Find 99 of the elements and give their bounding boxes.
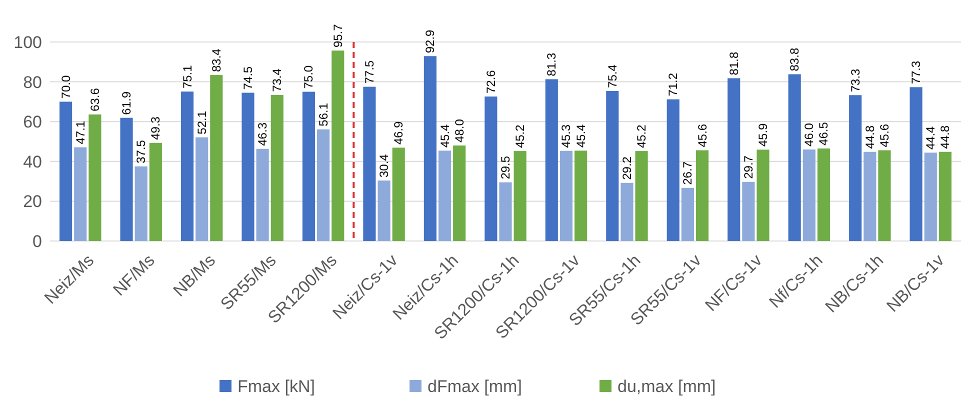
data-label: 75.4 <box>605 64 620 88</box>
data-label: 44.8 <box>938 125 952 149</box>
bar <box>88 114 102 241</box>
data-label: 44.8 <box>862 125 877 149</box>
data-label: 49.3 <box>148 116 163 140</box>
bar <box>60 102 72 241</box>
data-label: 46.9 <box>392 120 406 145</box>
data-label: 77.5 <box>362 60 376 84</box>
legend-label: du,max [mm] <box>618 376 716 396</box>
data-label: 37.5 <box>134 140 148 164</box>
bar <box>196 137 208 241</box>
bar <box>938 152 952 241</box>
bar <box>545 79 558 241</box>
data-label: 29.5 <box>498 156 512 180</box>
data-label: 72.6 <box>484 70 498 94</box>
bar <box>210 75 223 241</box>
data-label: 83.4 <box>209 48 224 72</box>
bar <box>120 118 133 241</box>
data-label: 74.5 <box>240 66 255 90</box>
bar <box>681 188 694 241</box>
y-tick-label: 20 <box>23 192 42 212</box>
bar <box>256 148 269 241</box>
bar <box>606 90 619 241</box>
data-label: 26.7 <box>680 161 695 185</box>
data-label: 48.0 <box>452 118 466 142</box>
bar <box>514 151 526 241</box>
bar <box>635 151 648 241</box>
y-tick-label: 0 <box>32 232 42 251</box>
bar <box>424 56 436 241</box>
bar <box>620 182 634 241</box>
y-tick-label: 100 <box>14 32 42 52</box>
data-label: 56.1 <box>316 102 330 126</box>
bar <box>666 99 680 241</box>
data-label: 47.1 <box>73 120 88 144</box>
data-label: 70.0 <box>58 75 73 99</box>
bar <box>438 150 452 241</box>
bar <box>149 142 162 241</box>
bar <box>74 147 87 241</box>
bar <box>742 182 755 241</box>
bar <box>499 182 512 241</box>
data-label: 45.9 <box>756 122 770 147</box>
bar <box>180 92 194 241</box>
bar <box>696 150 709 241</box>
bar <box>302 92 316 241</box>
bar <box>788 74 801 241</box>
data-label: 45.3 <box>559 124 574 148</box>
bar <box>270 94 284 241</box>
data-label: 45.2 <box>634 124 649 148</box>
data-label: 81.8 <box>726 52 741 76</box>
data-label: 44.4 <box>924 126 938 150</box>
data-label: 77.3 <box>909 60 924 84</box>
data-label: 29.7 <box>741 155 756 179</box>
legend-label: dFmax [mm] <box>428 376 522 396</box>
bar <box>317 129 330 241</box>
bar <box>484 96 498 241</box>
data-label: 75.1 <box>180 64 194 89</box>
data-label: 29.2 <box>620 156 634 180</box>
data-label: 81.3 <box>544 52 559 76</box>
bar <box>728 78 740 241</box>
data-label: 46.3 <box>256 122 270 146</box>
bar <box>378 180 390 241</box>
data-label: 61.9 <box>120 91 134 115</box>
y-tick-label: 60 <box>23 112 42 132</box>
data-label: 46.5 <box>816 122 831 146</box>
data-label: 45.4 <box>574 124 588 148</box>
bar <box>910 87 922 241</box>
data-label: 30.4 <box>377 154 392 178</box>
bar <box>392 148 405 241</box>
data-label: 71.2 <box>666 72 680 96</box>
bar <box>332 50 344 241</box>
data-label: 45.2 <box>513 124 528 148</box>
data-label: 75.0 <box>302 65 316 89</box>
data-label: 73.3 <box>848 68 862 92</box>
bar <box>924 152 937 241</box>
bar <box>560 150 573 241</box>
y-tick-label: 40 <box>23 152 42 172</box>
data-label: 83.8 <box>788 48 802 72</box>
bar <box>134 166 148 241</box>
bar <box>574 150 588 241</box>
bar <box>453 145 466 241</box>
data-label: 73.4 <box>270 68 284 92</box>
legend-label: Fmax [kN] <box>238 376 315 396</box>
bar <box>756 150 770 241</box>
bar <box>817 148 830 241</box>
bar <box>878 150 891 241</box>
data-label: 92.9 <box>423 29 438 54</box>
data-label: 45.6 <box>877 124 892 148</box>
data-label: 45.6 <box>695 124 710 148</box>
data-label: 46.0 <box>802 122 816 146</box>
bar <box>864 152 876 241</box>
data-label: 45.4 <box>438 124 452 148</box>
y-tick-label: 80 <box>23 72 42 92</box>
data-label: 95.7 <box>330 24 345 48</box>
bar <box>242 92 254 241</box>
bar <box>802 149 816 241</box>
data-label: 52.1 <box>194 110 209 134</box>
data-label: 63.6 <box>88 88 102 112</box>
bar <box>363 86 376 241</box>
bar <box>849 95 862 241</box>
